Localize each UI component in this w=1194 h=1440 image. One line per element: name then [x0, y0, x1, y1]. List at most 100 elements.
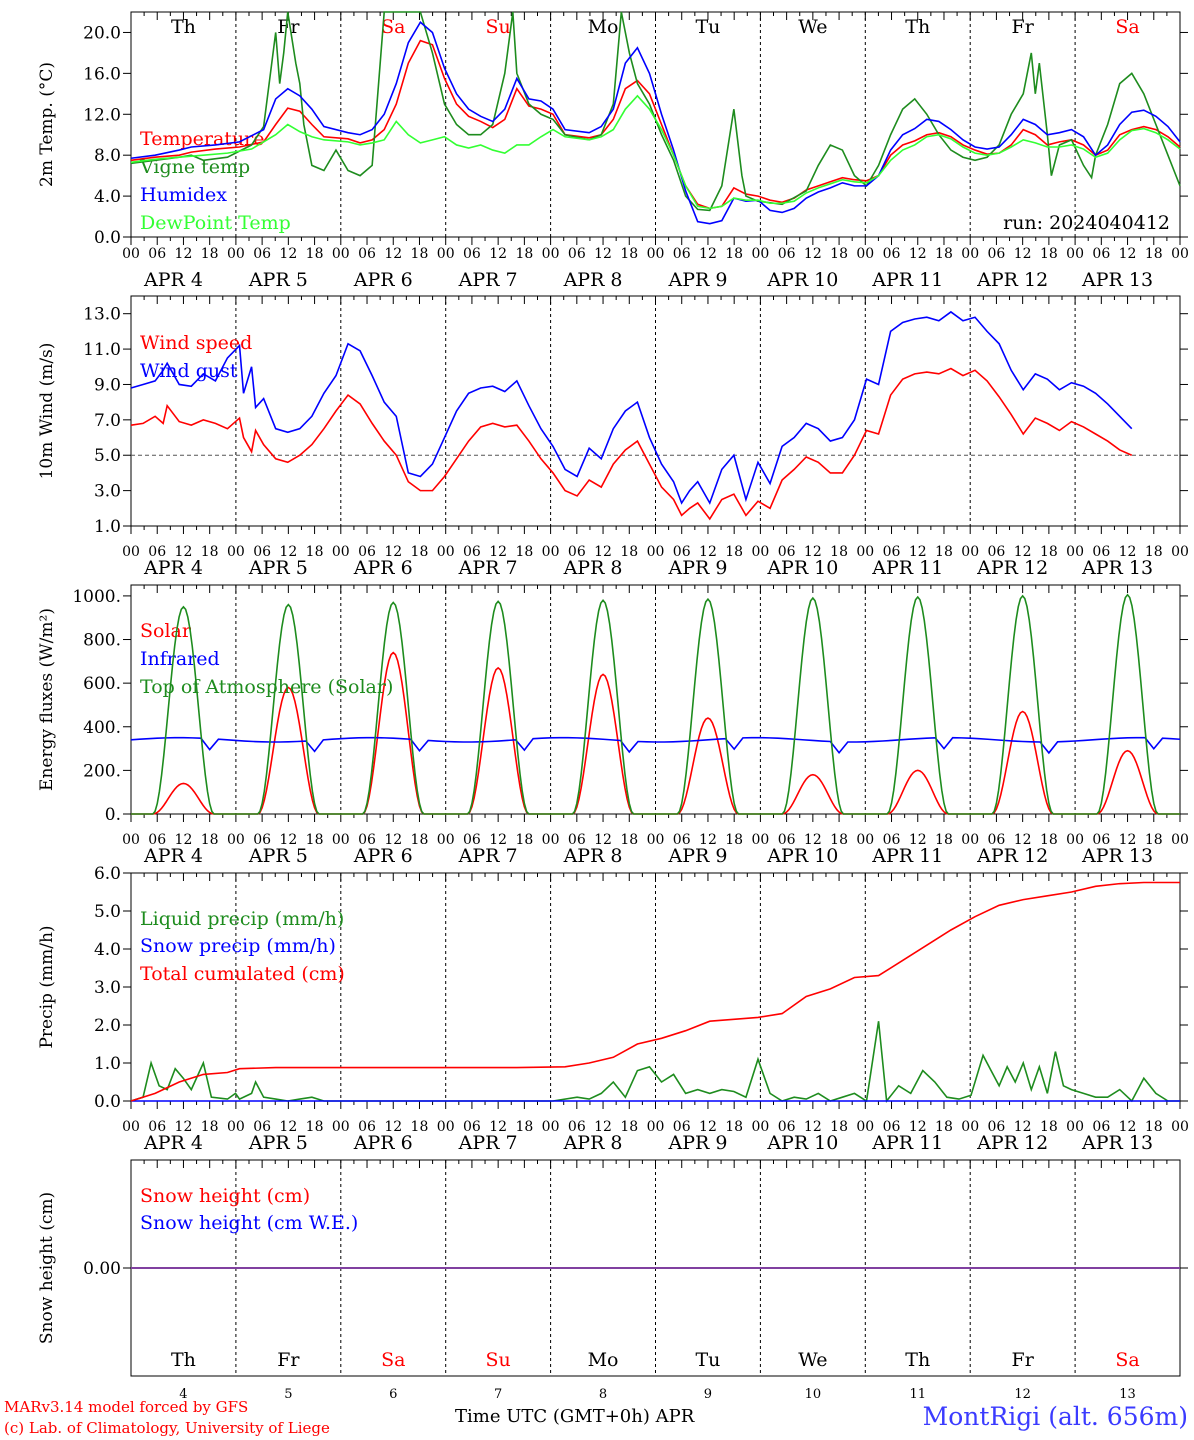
hour-tick-label: 18 [411, 544, 429, 560]
day-label: APR 13 [1081, 557, 1153, 579]
hour-tick-label: 00 [542, 544, 560, 560]
hour-tick-label: 06 [778, 544, 796, 560]
day-label: APR 5 [248, 269, 308, 291]
hour-tick-label: 18 [201, 246, 219, 262]
series-line-2 [130, 21, 1181, 225]
day-label: APR 5 [248, 1132, 308, 1154]
day-label: APR 10 [766, 557, 838, 579]
legend-entry: Wind speed [140, 332, 252, 354]
day-label: APR 12 [976, 557, 1048, 579]
hour-tick-label: 00 [227, 1119, 245, 1135]
hour-tick-label: 12 [804, 1119, 822, 1135]
weekday-label: Sa [381, 16, 405, 38]
hour-tick-label: 06 [778, 246, 796, 262]
series-line-0 [130, 39, 1181, 210]
hour-tick-label: 00 [542, 246, 560, 262]
weekday-label: Th [171, 1349, 196, 1371]
hour-tick-label: 18 [935, 1119, 953, 1135]
hour-tick-label: 00 [751, 246, 769, 262]
hour-tick-label: 18 [1145, 1119, 1163, 1135]
hour-tick-label: 12 [175, 246, 193, 262]
hour-tick-label: 12 [1014, 544, 1032, 560]
hour-tick-label: 18 [620, 1119, 638, 1135]
y-tick-label: 8.0 [94, 146, 121, 166]
run-annotation: run: 2024040412 [1003, 212, 1170, 234]
hour-tick-label: 18 [1040, 544, 1058, 560]
hour-tick-label: 00 [647, 246, 665, 262]
y-tick-label: 1.0 [94, 1054, 121, 1074]
hour-tick-label: 18 [725, 544, 743, 560]
hour-tick-label: 06 [358, 1119, 376, 1135]
hour-tick-label: 12 [384, 246, 402, 262]
hour-tick-label: 18 [411, 246, 429, 262]
hour-tick-label: 06 [463, 1119, 481, 1135]
hour-tick-label: 00 [1066, 1119, 1084, 1135]
y-tick-label: 4.0 [94, 187, 121, 207]
weekday-label: Th [905, 1349, 930, 1371]
hour-tick-label: 00 [856, 246, 874, 262]
hour-tick-label: 00 [437, 544, 455, 560]
hour-tick-label: 00 [227, 544, 245, 560]
hour-tick-label: 12 [279, 544, 297, 560]
hour-tick-label: 12 [804, 832, 822, 848]
day-label: APR 9 [667, 269, 727, 291]
hour-tick-label: 18 [935, 832, 953, 848]
day-label: APR 12 [976, 269, 1048, 291]
hour-tick-label: 06 [778, 1119, 796, 1135]
day-label: APR 11 [871, 1132, 943, 1154]
hour-tick-label: 06 [673, 246, 691, 262]
hour-tick-label: 18 [725, 832, 743, 848]
time-axis-month: APR [655, 1406, 695, 1427]
hour-tick-label: 18 [306, 246, 324, 262]
series-line-1 [130, 11, 1181, 212]
hour-tick-label: 06 [148, 832, 166, 848]
day-label: APR 11 [871, 557, 943, 579]
y-tick-label: 11.0 [83, 340, 121, 360]
day-label: APR 10 [766, 1132, 838, 1154]
day-number: 5 [284, 1387, 292, 1402]
time-axis-title-text: Time UTC (GMT+0h) [455, 1406, 650, 1427]
y-tick-label: 3.0 [94, 978, 121, 998]
hour-tick-label: 18 [935, 544, 953, 560]
y-tick-label: 1.0 [94, 517, 121, 537]
day-number: 6 [389, 1387, 397, 1402]
hour-tick-label: 06 [253, 832, 271, 848]
hour-tick-label: 18 [1040, 832, 1058, 848]
hour-tick-label: 06 [253, 246, 271, 262]
day-label: APR 7 [458, 845, 518, 867]
hour-tick-label: 00 [647, 1119, 665, 1135]
weekday-label: Sa [381, 1349, 405, 1371]
hour-tick-label: 06 [883, 832, 901, 848]
hour-tick-label: 00 [122, 1119, 140, 1135]
hour-tick-label: 06 [358, 544, 376, 560]
hour-tick-label: 18 [1040, 246, 1058, 262]
hour-tick-label: 12 [909, 1119, 927, 1135]
hour-tick-label: 12 [279, 246, 297, 262]
hour-tick-label: 00 [227, 246, 245, 262]
legend-entry: Liquid precip (mm/h) [140, 908, 344, 930]
hour-tick-label: 18 [1145, 832, 1163, 848]
hour-tick-label: 06 [988, 246, 1006, 262]
y-tick-label: 7.0 [94, 411, 121, 431]
hour-tick-label: 12 [175, 1119, 193, 1135]
hour-tick-label: 18 [725, 1119, 743, 1135]
hour-tick-label: 00 [1171, 832, 1189, 848]
y-tick-label: 5.0 [94, 902, 121, 922]
weekday-label: Tu [695, 1349, 720, 1371]
hour-tick-label: 00 [1171, 246, 1189, 262]
day-label: APR 6 [353, 269, 413, 291]
hour-tick-label: 12 [1119, 832, 1137, 848]
day-label: APR 11 [871, 845, 943, 867]
hour-tick-label: 00 [1066, 544, 1084, 560]
hour-tick-label: 06 [568, 544, 586, 560]
hour-tick-label: 12 [279, 832, 297, 848]
y-tick-label: 1000. [72, 587, 121, 607]
hour-tick-label: 00 [332, 832, 350, 848]
hour-tick-label: 00 [542, 1119, 560, 1135]
hour-tick-label: 12 [384, 544, 402, 560]
hour-tick-label: 06 [463, 832, 481, 848]
y-tick-label: 20.0 [83, 23, 121, 43]
hour-tick-label: 18 [411, 832, 429, 848]
day-label: APR 7 [458, 269, 518, 291]
day-label: APR 10 [766, 269, 838, 291]
